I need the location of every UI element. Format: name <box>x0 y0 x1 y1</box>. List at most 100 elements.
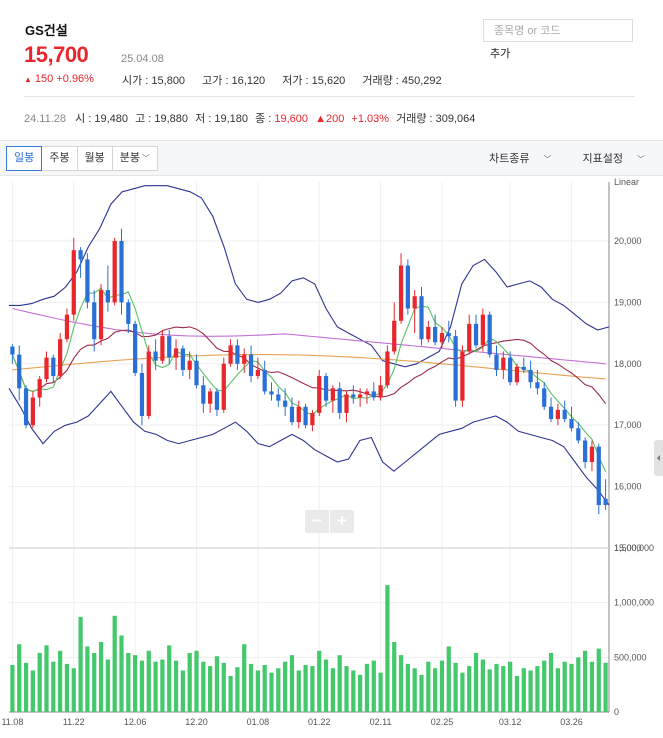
candle-up <box>221 363 226 410</box>
chart-axes <box>9 182 610 713</box>
volume-bar <box>173 660 179 712</box>
candle-up <box>514 366 520 383</box>
volume-bar <box>392 642 397 712</box>
low-price: 저가 : 15,620 <box>282 75 346 87</box>
tab-minute[interactable]: 분봉 ﹀ <box>111 146 158 171</box>
candle-up <box>358 394 363 398</box>
volume-bar <box>358 674 363 712</box>
candle-up <box>112 240 117 303</box>
volume-bar <box>569 663 574 712</box>
volume-bar <box>160 659 165 712</box>
candlestick-series <box>10 228 608 515</box>
candle-up <box>412 296 417 309</box>
volume-bar <box>589 661 595 712</box>
volume-bar <box>467 666 472 712</box>
volume-bar <box>146 650 151 712</box>
volume-tick-label: 500,000 <box>614 652 647 662</box>
selected-high: 고 : 19,880 <box>135 113 189 125</box>
selected-open: 시 : 19,480 <box>75 113 129 125</box>
tab-weekly[interactable]: 주봉 <box>41 146 78 171</box>
candle-down <box>153 351 158 361</box>
add-button[interactable]: 추가 <box>490 48 511 60</box>
volume-bar <box>330 668 335 712</box>
candle-down <box>133 323 138 373</box>
tab-daily[interactable]: 일봉 <box>6 146 43 171</box>
volume-bar <box>296 670 301 712</box>
chart-toolbar: 일봉 주봉 월봉 분봉 ﹀ 차트종류 ﹀ 지표설정 ﹀ <box>0 140 663 176</box>
candle-down <box>583 440 588 463</box>
volume-bar <box>71 668 76 712</box>
volume-bar <box>419 674 424 712</box>
volume-bar <box>535 666 540 712</box>
selected-close-label: 종 : <box>255 113 275 125</box>
date-tick-label: 03.12 <box>499 717 522 727</box>
volume-bar <box>412 668 417 712</box>
up-triangle-icon: ▲ <box>24 75 32 84</box>
price-tick-label: 15,000 <box>614 543 642 553</box>
tab-monthly[interactable]: 월봉 <box>76 146 113 171</box>
chart-type-dropdown[interactable]: 차트종류 ﹀ <box>475 153 551 165</box>
candle-up <box>64 314 70 340</box>
volume-bar <box>344 666 349 712</box>
stock-name[interactable]: GS건설 <box>25 23 68 38</box>
candle-down <box>201 385 206 404</box>
candle-down <box>576 428 581 441</box>
zoom-in-button[interactable]: + <box>337 511 347 530</box>
candle-up <box>330 388 335 401</box>
candle-down <box>119 240 124 303</box>
trade-volume: 거래량 : 450,292 <box>362 75 442 87</box>
volume-bar <box>453 662 458 712</box>
volume-bar <box>385 585 390 712</box>
volume-bar <box>85 646 90 712</box>
volume-bar <box>98 642 104 712</box>
volume-bar <box>201 661 206 712</box>
price-change: ▲ 150 +0.96% <box>24 73 94 85</box>
chevron-down-icon: ﹀ <box>543 155 552 164</box>
volume-bar <box>439 660 445 712</box>
candle-down <box>453 336 458 401</box>
candle-up <box>398 265 404 321</box>
selected-low: 저 : 19,180 <box>195 113 249 125</box>
zoom-out-button[interactable]: − <box>305 510 330 533</box>
tab-minute-label: 분봉 <box>119 152 140 164</box>
candle-down <box>180 348 185 370</box>
volume-tick-label: 1,000,000 <box>614 598 654 608</box>
candle-down <box>303 406 308 426</box>
candle-up <box>296 406 301 423</box>
ma5-line <box>11 287 607 473</box>
indicator-settings-dropdown[interactable]: 지표설정 ﹀ <box>569 153 645 165</box>
stock-chart[interactable]: Linear 15,000 16,000 17,000 18,000 19,000 20,0… <box>0 176 663 738</box>
volume-bar <box>528 670 533 712</box>
candle-down <box>10 346 15 355</box>
selected-day-info: 24.11.28 시 : 19,480 고 : 19,880 저 : 19,18… <box>24 110 479 126</box>
volume-bar <box>555 668 560 712</box>
candle-down <box>542 388 547 407</box>
candle-up <box>242 354 247 364</box>
stock-search-input[interactable] <box>492 20 636 42</box>
volume-bar <box>364 663 370 712</box>
date-tick-label: 12.06 <box>124 717 147 727</box>
date-tick-label: 02.25 <box>431 717 454 727</box>
candle-down <box>337 388 342 413</box>
candle-up <box>589 446 595 463</box>
candle-up <box>460 351 465 401</box>
open-price: 시가 : 15,800 <box>122 75 186 87</box>
candle-down <box>371 391 376 398</box>
indicator-lines <box>8 185 610 506</box>
volume-bar <box>58 650 63 712</box>
ma20-line <box>11 326 607 405</box>
volume-bar <box>221 662 226 712</box>
volume-bar <box>167 645 172 712</box>
candle-down <box>289 406 295 423</box>
volume-bar <box>92 652 97 712</box>
side-panel-toggle[interactable] <box>654 440 663 476</box>
candle-down <box>248 354 254 377</box>
volume-bar <box>521 668 526 712</box>
selected-volume: 거래량 : 309,064 <box>396 113 476 125</box>
candle-down <box>535 382 540 389</box>
candle-down <box>105 290 110 303</box>
volume-bar <box>480 659 485 712</box>
volume-bar <box>180 670 185 712</box>
volume-bar <box>64 663 70 712</box>
candle-down <box>194 360 199 386</box>
